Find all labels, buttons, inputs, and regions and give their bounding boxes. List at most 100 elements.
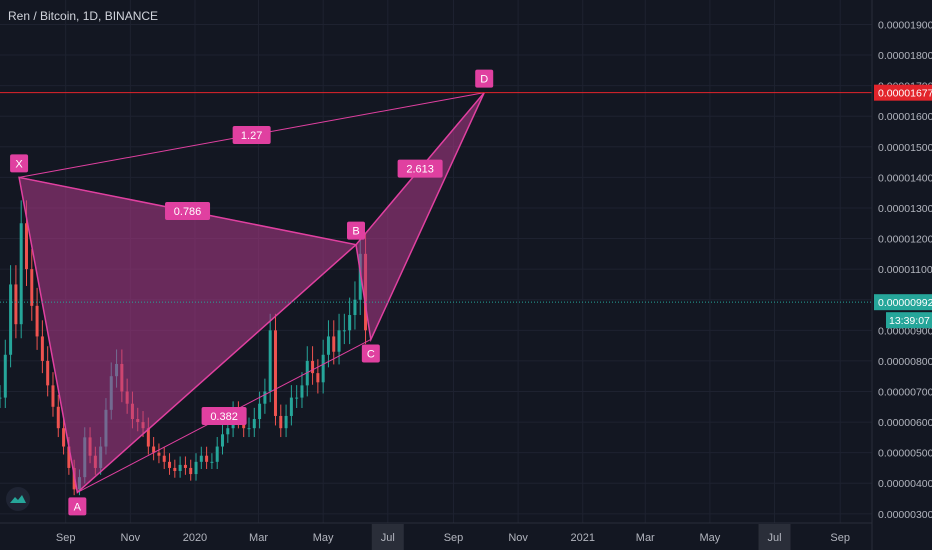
candle-body [0,397,2,399]
candle-body [189,467,193,475]
price-axis[interactable]: 0.00000300 0.00000400 0.00000500 0.00000600… [878,19,932,520]
candle-body [252,419,256,429]
candle-body [35,305,39,337]
pattern-point-label: B [352,226,359,238]
harmonic-pattern[interactable]: 0.786 0.382 2.613 1.27 X A B C D [10,69,494,516]
candle-body [46,360,50,386]
time-tick-label: Sep [830,532,850,544]
price-tick-label: 0.00000900 [878,325,932,337]
candle-body [14,284,18,325]
tradingview-logo-icon[interactable] [6,487,30,511]
price-badge-label: 0.00001677 [878,88,932,100]
symbol-title[interactable]: Ren / Bitcoin, 1D, BINANCE [8,9,159,23]
candle-body [56,406,60,429]
candle-body [311,360,315,374]
candle-body [316,373,320,383]
candle-body [326,336,330,355]
price-badge-last-price [874,294,932,311]
candle-body [178,464,182,472]
price-tick-label: 0.00001600 [878,111,932,123]
price-tick-label: 0.00000700 [878,386,932,398]
candle-body [62,428,66,447]
pattern-point-label: C [367,348,375,360]
candle-body [51,385,55,407]
price-tick-label: 0.00001900 [878,19,932,31]
price-tick-label: 0.00000400 [878,478,932,490]
time-tick-label: 2020 [183,532,207,544]
candle-body [215,446,219,462]
price-tick-label: 0.00001800 [878,50,932,62]
candle-body [258,403,262,420]
price-tick-label: 0.00000500 [878,448,932,460]
candle-body [279,415,283,429]
price-badge-label: 0.00000992 [878,297,932,309]
time-tick-label: Jul [767,532,781,544]
pattern-point-badge [475,69,494,88]
time-tick-label: Mar [636,532,655,544]
candle-body [30,269,34,306]
countdown-badge [886,312,932,329]
pattern-point-badge [347,221,366,240]
pattern-point-badge [68,497,87,516]
time-tick-highlight [758,524,791,550]
candle-body [321,354,325,383]
pattern-point-badge [10,154,29,173]
candle-body [221,434,225,447]
candle-body [199,455,203,462]
candle-body [19,223,23,325]
ratio-label: 0.786 [174,206,202,218]
candle-body [24,223,28,270]
time-tick-highlight [371,524,404,550]
price-tick-label: 0.00001300 [878,203,932,215]
candle-body [284,415,288,429]
candle-body [152,446,156,453]
candle-body [263,391,267,404]
candle-body [353,299,357,316]
candle-body [146,428,150,447]
candle-body [162,455,166,462]
time-tick-label: 2021 [571,532,595,544]
ratio-badge [397,159,443,178]
ratio-badge [232,126,271,145]
price-badges: 0.00001677 0.00000992 13:39:07 [874,84,932,329]
price-tick-label: 0.00000800 [878,356,932,368]
price-badge-resistance [874,84,932,101]
candle-body [289,397,293,416]
time-tick-label: Mar [249,532,268,544]
time-tick-label: Sep [444,532,464,544]
candle-body [194,461,198,475]
pattern-point-label: D [480,74,488,86]
price-tick-label: 0.00000600 [878,417,932,429]
time-axis[interactable]: Sep Nov 2020 Mar May Jul Sep Nov 2021 Mar May Jul Se… [56,524,850,550]
candle-body [295,397,299,399]
candle-body [348,315,352,331]
candle-body [205,455,209,462]
candle-body [332,336,336,352]
candle-body [300,385,304,398]
time-tick-label: Nov [121,532,141,544]
ratio-badge [201,406,247,425]
time-tick-label: Nov [508,532,528,544]
ratio-badge [165,202,211,221]
countdown-label: 13:39:07 [889,315,930,327]
candle-body [210,461,214,463]
candle-body [157,452,161,456]
price-tick-label: 0.00001500 [878,142,932,154]
ratio-label: 0.382 [210,411,238,423]
candle-body [173,467,177,472]
candle-body [183,464,187,468]
pattern-point-badge [361,344,380,363]
candle-body [67,446,71,468]
candle-body [9,284,13,355]
time-tick-label: May [700,532,721,544]
candle-body [226,428,230,435]
price-tick-label: 0.00000300 [878,509,932,521]
ratio-label: 2.613 [406,164,434,176]
candle-body [337,330,341,352]
ratio-label: 1.27 [241,130,262,142]
pattern-point-label: A [74,501,82,513]
candle-body [273,330,277,416]
price-tick-label: 0.00001200 [878,234,932,246]
pattern-point-label: X [15,158,23,170]
